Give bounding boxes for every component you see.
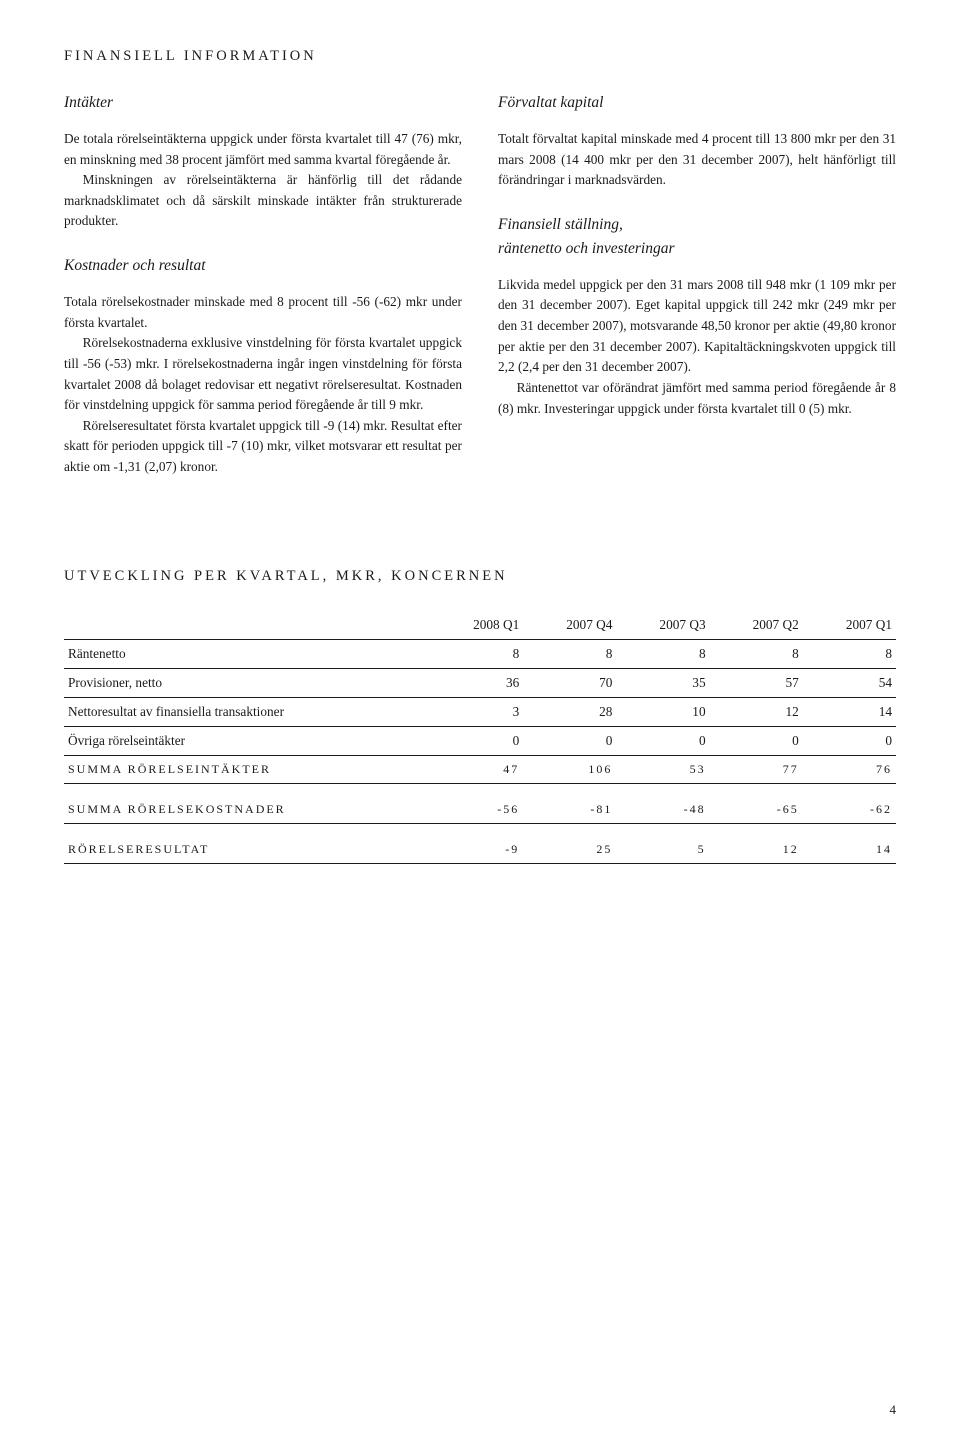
row-cell: 8 [616, 639, 709, 668]
left-subhead-1: Intäkter [64, 91, 462, 115]
row-label: Övriga rörelseintäkter [64, 726, 430, 755]
row-cell: 53 [616, 755, 709, 783]
row-cell: 35 [616, 668, 709, 697]
row-label: Räntenetto [64, 639, 430, 668]
table-head: 2008 Q12007 Q42007 Q32007 Q22007 Q1 [64, 611, 896, 640]
table-col-label [64, 611, 430, 640]
row-cell: 0 [523, 726, 616, 755]
row-cell: 36 [430, 668, 523, 697]
row-label: Nettoresultat av finansiella transaktion… [64, 697, 430, 726]
page-number: 4 [890, 1402, 897, 1418]
right-subhead-2b: räntenetto och investeringar [498, 237, 896, 261]
row-cell: 77 [710, 755, 803, 783]
row-cell: -48 [616, 783, 709, 823]
table-row: Nettoresultat av finansiella transaktion… [64, 697, 896, 726]
row-cell: 76 [803, 755, 896, 783]
row-cell: -81 [523, 783, 616, 823]
right-block-1: Totalt förvaltat kapital minskade med 4 … [498, 129, 896, 191]
row-cell: 0 [710, 726, 803, 755]
document-page: FINANSIELL INFORMATION Intäkter De total… [0, 0, 960, 1442]
row-cell: 3 [430, 697, 523, 726]
left-column: Intäkter De totala rörelseintäkterna upp… [64, 91, 462, 488]
left-para-2c: Rörelseresultatet första kvartalet uppgi… [64, 416, 462, 478]
row-cell: 5 [616, 823, 709, 863]
table-col-2007-Q3: 2007 Q3 [616, 611, 709, 640]
right-para-1a: Totalt förvaltat kapital minskade med 4 … [498, 129, 896, 191]
left-para-1b: Minskningen av rörelseintäkterna är hänf… [64, 170, 462, 232]
row-label: SUMMA RÖRELSEKOSTNADER [64, 783, 430, 823]
row-cell: -9 [430, 823, 523, 863]
row-label: SUMMA RÖRELSEINTÄKTER [64, 755, 430, 783]
quarterly-table: 2008 Q12007 Q42007 Q32007 Q22007 Q1 Ränt… [64, 611, 896, 864]
table-row: Räntenetto88888 [64, 639, 896, 668]
row-cell: 8 [803, 639, 896, 668]
row-cell: 25 [523, 823, 616, 863]
right-block-2: Likvida medel uppgick per den 31 mars 20… [498, 275, 896, 419]
row-cell: 28 [523, 697, 616, 726]
left-para-2b: Rörelsekostnaderna exklusive vinstdelnin… [64, 333, 462, 415]
row-cell: 47 [430, 755, 523, 783]
table-row: RÖRELSERESULTAT-92551214 [64, 823, 896, 863]
table-row: SUMMA RÖRELSEKOSTNADER-56-81-48-65-62 [64, 783, 896, 823]
row-cell: 0 [616, 726, 709, 755]
row-label: RÖRELSERESULTAT [64, 823, 430, 863]
right-subhead-1: Förvaltat kapital [498, 91, 896, 115]
table-row: Provisioner, netto3670355754 [64, 668, 896, 697]
row-cell: 12 [710, 823, 803, 863]
left-subhead-2: Kostnader och resultat [64, 254, 462, 278]
right-column: Förvaltat kapital Totalt förvaltat kapit… [498, 91, 896, 488]
row-cell: -65 [710, 783, 803, 823]
row-cell: 14 [803, 823, 896, 863]
row-cell: 8 [710, 639, 803, 668]
two-column-body: Intäkter De totala rörelseintäkterna upp… [64, 91, 896, 488]
table-col-2007-Q1: 2007 Q1 [803, 611, 896, 640]
section-title: FINANSIELL INFORMATION [64, 48, 896, 65]
table-body: Räntenetto88888Provisioner, netto3670355… [64, 639, 896, 863]
right-para-2a: Likvida medel uppgick per den 31 mars 20… [498, 275, 896, 378]
row-cell: -56 [430, 783, 523, 823]
row-cell: -62 [803, 783, 896, 823]
row-cell: 0 [803, 726, 896, 755]
left-block-2: Totala rörelsekostnader minskade med 8 p… [64, 292, 462, 477]
row-cell: 8 [430, 639, 523, 668]
row-cell: 57 [710, 668, 803, 697]
left-block-1: De totala rörelseintäkterna uppgick unde… [64, 129, 462, 232]
row-cell: 70 [523, 668, 616, 697]
left-para-2a: Totala rörelsekostnader minskade med 8 p… [64, 292, 462, 333]
table-row: Övriga rörelseintäkter00000 [64, 726, 896, 755]
table-row: SUMMA RÖRELSEINTÄKTER47106537776 [64, 755, 896, 783]
row-cell: 54 [803, 668, 896, 697]
table-col-2008-Q1: 2008 Q1 [430, 611, 523, 640]
table-title: UTVECKLING PER KVARTAL, MKR, KONCERNEN [64, 568, 896, 585]
row-label: Provisioner, netto [64, 668, 430, 697]
row-cell: 10 [616, 697, 709, 726]
table-col-2007-Q2: 2007 Q2 [710, 611, 803, 640]
row-cell: 12 [710, 697, 803, 726]
row-cell: 106 [523, 755, 616, 783]
table-col-2007-Q4: 2007 Q4 [523, 611, 616, 640]
row-cell: 8 [523, 639, 616, 668]
row-cell: 14 [803, 697, 896, 726]
right-para-2b: Räntenettot var oförändrat jämfört med s… [498, 378, 896, 419]
left-para-1a: De totala rörelseintäkterna uppgick unde… [64, 129, 462, 170]
table-header-row: 2008 Q12007 Q42007 Q32007 Q22007 Q1 [64, 611, 896, 640]
row-cell: 0 [430, 726, 523, 755]
right-subhead-2a: Finansiell ställning, [498, 213, 896, 237]
